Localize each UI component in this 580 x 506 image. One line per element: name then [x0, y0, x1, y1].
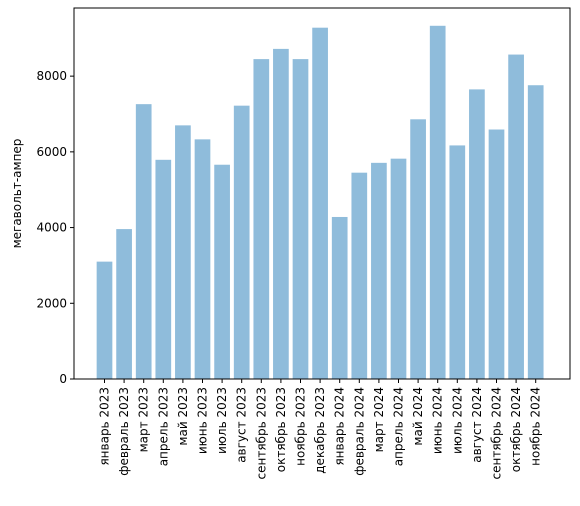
- x-tick-label: июнь 2024: [431, 387, 445, 454]
- bar: [96, 261, 113, 379]
- x-tick-label: июнь 2023: [196, 387, 210, 454]
- bar: [449, 145, 466, 379]
- bar: [488, 129, 505, 379]
- bar: [410, 119, 426, 380]
- x-tick-label: март 2024: [372, 387, 386, 452]
- y-tick-label: 0: [59, 372, 67, 386]
- bar: [508, 54, 524, 380]
- y-tick-label: 6000: [36, 145, 67, 159]
- bar: [253, 59, 270, 380]
- x-tick-label: июль 2024: [450, 387, 464, 454]
- bar: [429, 25, 446, 379]
- bar: [155, 159, 172, 379]
- bar: [194, 139, 211, 379]
- x-tick-label: февраль 2023: [117, 387, 131, 476]
- x-tick-label: апрель 2024: [392, 387, 406, 466]
- bar: [214, 164, 230, 379]
- bar: [527, 85, 544, 379]
- x-tick-label: август 2024: [470, 387, 484, 463]
- bars-group: [96, 25, 544, 380]
- y-tick-label: 4000: [36, 221, 67, 235]
- x-tick-label: сентябрь 2024: [490, 387, 504, 479]
- x-axis: январь 2023 февраль 2023 март 2023 апрель 2…: [98, 379, 543, 479]
- y-axis-label: мегавольт-ампер: [10, 139, 24, 249]
- bar: [175, 125, 191, 379]
- bar: [233, 105, 250, 380]
- x-tick-label: ноябрь 2024: [529, 387, 543, 466]
- x-tick-label: январь 2024: [333, 387, 347, 466]
- x-tick-label: август 2023: [235, 387, 249, 463]
- bar: [273, 48, 289, 379]
- y-tick-label: 2000: [36, 296, 67, 310]
- x-tick-label: май 2023: [176, 387, 190, 446]
- x-tick-label: сентябрь 2023: [254, 387, 268, 479]
- x-tick-label: январь 2023: [98, 387, 112, 466]
- plot-frame: [73, 7, 571, 380]
- bar: [292, 59, 309, 380]
- bar: [390, 158, 407, 379]
- bar: [469, 89, 485, 379]
- x-tick-label: март 2023: [137, 387, 151, 452]
- x-tick-label: май 2024: [411, 387, 425, 446]
- bar: [312, 27, 328, 379]
- bar: [135, 104, 152, 379]
- bar: [371, 162, 387, 379]
- y-tick-label: 8000: [36, 69, 67, 83]
- bar: [331, 216, 348, 379]
- x-tick-label: апрель 2023: [156, 387, 170, 466]
- x-tick-label: ноябрь 2023: [294, 387, 308, 466]
- x-tick-label: декабрь 2023: [313, 387, 327, 474]
- x-tick-label: июль 2023: [215, 387, 229, 454]
- y-axis: 0 2000 4000 6000 8000: [36, 69, 74, 386]
- x-tick-label: февраль 2024: [352, 387, 366, 476]
- bar: [351, 172, 368, 379]
- x-tick-label: октябрь 2023: [274, 387, 288, 472]
- bar: [116, 229, 132, 379]
- x-tick-label: октябрь 2024: [509, 387, 523, 472]
